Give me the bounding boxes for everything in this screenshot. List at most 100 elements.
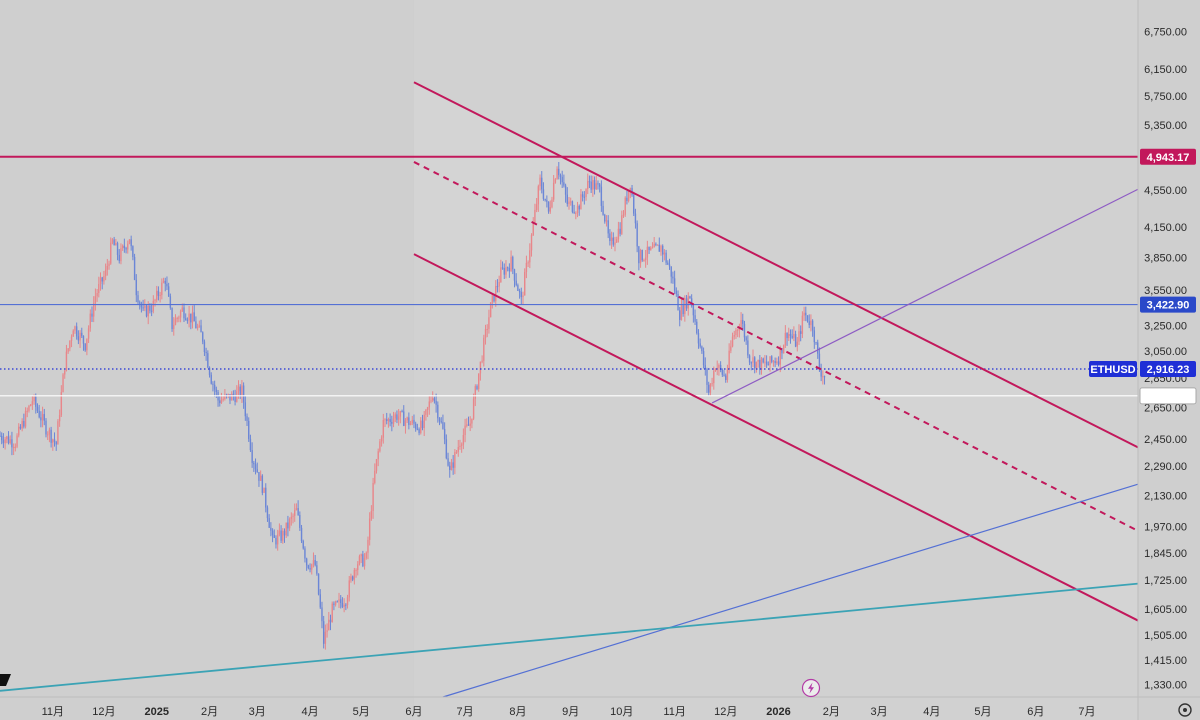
candle-body xyxy=(321,607,323,622)
candle-body xyxy=(696,321,698,334)
candle-body xyxy=(205,352,207,354)
candle-body xyxy=(212,383,214,385)
candle-body xyxy=(633,195,635,214)
y-tick-label: 6,150.00 xyxy=(1144,64,1187,76)
candle-body xyxy=(570,201,572,203)
candle-body xyxy=(779,348,781,365)
candle-body xyxy=(641,250,643,261)
candle-body xyxy=(510,256,512,272)
candle-body xyxy=(668,264,671,267)
candle-body xyxy=(387,419,390,421)
candle-body xyxy=(466,424,468,426)
candle-body xyxy=(694,315,696,322)
candle-body xyxy=(133,256,136,280)
candle-body xyxy=(644,257,647,261)
candle-body xyxy=(222,398,224,400)
candle-body xyxy=(69,340,71,349)
candle-body xyxy=(224,394,226,399)
candle-body xyxy=(738,328,741,330)
price-badge xyxy=(1139,387,1197,405)
trend-line xyxy=(413,253,1139,622)
candle-body xyxy=(607,220,609,234)
candle-body xyxy=(241,385,243,396)
candle-body xyxy=(239,386,241,396)
candle-body xyxy=(263,487,265,493)
candle-body xyxy=(357,564,359,571)
candle-body xyxy=(1,435,3,441)
candle-body xyxy=(478,373,480,390)
candle-body xyxy=(730,346,732,351)
candle-body xyxy=(561,176,563,183)
candle-body xyxy=(684,298,686,315)
candle-body xyxy=(416,428,419,430)
candle-body xyxy=(188,313,190,321)
y-tick-label: 2,650.00 xyxy=(1144,402,1187,414)
candle-body xyxy=(401,411,403,413)
candle-body xyxy=(392,418,395,424)
candle-body xyxy=(333,603,335,605)
candle-body xyxy=(186,319,189,321)
candle-body xyxy=(9,439,11,444)
candle-body xyxy=(745,337,747,341)
candle-body xyxy=(619,228,621,234)
x-tick-label: 2月 xyxy=(201,706,218,718)
x-tick-label: 12月 xyxy=(714,706,737,718)
candle-body xyxy=(704,365,706,370)
candle-body xyxy=(711,383,713,385)
candle-body xyxy=(522,295,524,298)
candle-body xyxy=(181,307,183,312)
candle-body xyxy=(397,416,400,420)
candle-body xyxy=(680,305,683,320)
y-tick-label: 5,350.00 xyxy=(1144,120,1187,132)
candle-body xyxy=(399,411,402,417)
x-tick-label: 11月 xyxy=(42,706,64,718)
candle-body xyxy=(592,180,594,190)
candle-body xyxy=(489,302,492,318)
candle-body xyxy=(77,336,80,341)
y-tick-label: 1,505.00 xyxy=(1144,630,1187,642)
candle-body xyxy=(294,510,296,516)
candle-body xyxy=(769,356,771,366)
candle-body xyxy=(103,276,105,282)
candle-body xyxy=(541,177,543,190)
candle-body xyxy=(386,419,388,421)
candle-body xyxy=(658,244,660,252)
candle-body xyxy=(251,450,253,463)
price-badge xyxy=(1140,360,1196,377)
candle-body xyxy=(486,328,488,330)
candle-body xyxy=(176,317,178,319)
candle-body xyxy=(96,292,98,297)
y-tick-label: 5,750.00 xyxy=(1144,91,1187,103)
candle-body xyxy=(437,404,439,419)
candle-body xyxy=(314,560,316,566)
candle-body xyxy=(575,212,577,214)
candle-body xyxy=(515,280,517,286)
candle-body xyxy=(535,204,538,210)
candle-body xyxy=(12,446,15,448)
trend-line xyxy=(413,81,1139,449)
candle-body xyxy=(108,263,110,266)
candle-body xyxy=(285,522,287,536)
candle-body xyxy=(777,361,780,365)
drawing-zone-shading xyxy=(413,0,1139,720)
candle-body xyxy=(290,516,293,520)
candle-body xyxy=(215,389,218,393)
candle-body xyxy=(101,277,103,282)
candle-body xyxy=(132,246,134,257)
candle-body xyxy=(629,187,632,191)
candle-body xyxy=(125,248,127,250)
candle-body xyxy=(476,386,478,390)
candle-body xyxy=(265,487,267,508)
candle-body xyxy=(64,370,66,375)
candle-body xyxy=(614,242,616,245)
candle-body xyxy=(452,462,454,468)
candle-body xyxy=(685,298,688,309)
candle-body xyxy=(171,307,173,330)
candle-body xyxy=(709,383,712,393)
candle-body xyxy=(360,554,362,557)
x-tick-label: 2月 xyxy=(823,706,840,718)
candle-body xyxy=(464,425,466,436)
candle-body xyxy=(84,343,86,351)
